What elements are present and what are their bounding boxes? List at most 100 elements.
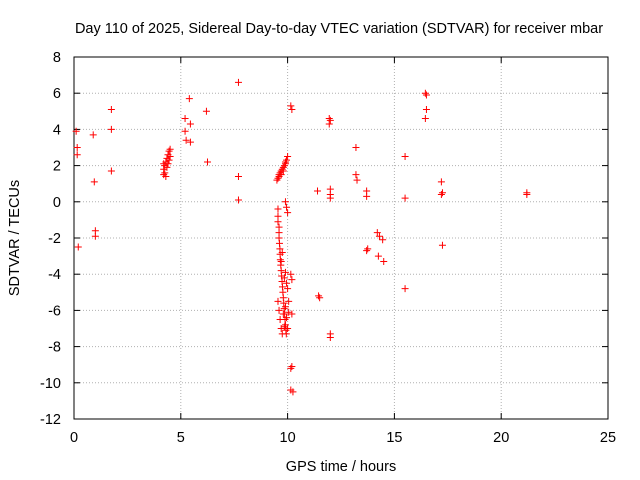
data-point <box>380 258 388 266</box>
data-point <box>277 171 285 179</box>
data-point <box>181 127 189 135</box>
data-point <box>107 105 115 113</box>
data-point <box>73 151 81 159</box>
axis-ticks <box>73 56 609 420</box>
data-point <box>373 229 381 237</box>
grid <box>74 57 608 419</box>
data-point <box>281 160 289 168</box>
data-point <box>352 144 360 151</box>
data-point <box>374 252 382 260</box>
y-tick-label: -8 <box>48 340 61 356</box>
data-point <box>287 270 295 278</box>
data-point <box>438 241 446 249</box>
data-point <box>281 268 289 276</box>
y-tick-label: -4 <box>48 267 61 283</box>
data-point <box>285 308 293 316</box>
data-point <box>274 174 282 182</box>
data-point <box>287 102 295 110</box>
data-point <box>326 194 334 202</box>
y-tick-label: -12 <box>40 412 61 428</box>
data-point <box>107 167 115 175</box>
data-point <box>281 303 289 311</box>
data-point <box>288 310 296 318</box>
y-tick-label: 8 <box>53 50 61 66</box>
data-point <box>163 163 171 171</box>
data-point <box>186 120 194 128</box>
data-point <box>277 325 285 332</box>
data-point <box>165 156 173 164</box>
data-point <box>284 285 292 293</box>
data-point <box>202 107 210 115</box>
data-point <box>326 116 334 124</box>
data-point <box>73 144 81 151</box>
data-point <box>326 334 334 342</box>
data-point <box>288 363 296 371</box>
y-tick-label: -6 <box>48 303 61 319</box>
data-point <box>316 294 324 302</box>
data-point <box>204 158 211 166</box>
data-point <box>438 189 446 197</box>
data-point <box>181 115 189 123</box>
data-point <box>401 153 409 161</box>
data-point <box>314 187 322 195</box>
data-point <box>107 125 115 133</box>
data-point <box>364 245 372 253</box>
data-point <box>164 160 172 168</box>
data-point <box>283 279 291 287</box>
data-point <box>288 105 296 113</box>
data-point <box>284 209 292 217</box>
data-point <box>278 330 286 338</box>
data-point <box>234 78 242 86</box>
data-point <box>234 196 242 204</box>
y-tick-label: -2 <box>48 231 61 247</box>
data-point <box>274 297 282 305</box>
data-point <box>278 165 286 173</box>
data-point <box>375 232 383 240</box>
data-point <box>283 314 291 322</box>
data-point <box>166 145 174 153</box>
data-point <box>186 138 194 146</box>
data-point <box>277 258 285 266</box>
data-point <box>234 172 242 180</box>
data-point <box>523 191 531 199</box>
data-point <box>352 171 360 179</box>
chart-title: Day 110 of 2025, Sidereal Day-to-day VTE… <box>75 21 603 37</box>
data-point <box>161 169 169 177</box>
data-point <box>278 248 286 256</box>
data-point <box>422 105 430 113</box>
y-tick-label: 6 <box>53 86 61 102</box>
data-point <box>422 91 430 99</box>
data-point <box>287 364 295 372</box>
y-tick-label: 2 <box>53 159 61 175</box>
data-point <box>421 115 429 123</box>
data-point <box>91 232 99 240</box>
data-point <box>279 167 287 175</box>
x-tick-label: 10 <box>280 430 296 446</box>
data-point <box>363 192 371 200</box>
data-point <box>284 325 292 332</box>
y-tick-label: 4 <box>53 122 61 138</box>
data-point <box>284 153 292 161</box>
data-point <box>315 292 323 300</box>
x-tick-label: 15 <box>386 430 402 446</box>
x-tick-label: 0 <box>70 430 78 446</box>
x-axis-label: GPS time / hours <box>286 459 396 475</box>
y-axis-label: SDTVAR / TECUs <box>7 180 23 296</box>
data-point <box>283 156 291 164</box>
data-point <box>185 95 193 103</box>
data-point <box>279 310 287 318</box>
data-point <box>437 178 445 186</box>
data-point <box>281 198 289 206</box>
data-point <box>182 136 190 144</box>
data-points <box>72 78 531 396</box>
data-point <box>72 127 80 135</box>
data-point <box>289 388 297 396</box>
y-tick-labels: -12 -10 -8 -6 -4 -2 0 2 4 6 8 <box>40 50 61 428</box>
data-point <box>89 131 97 139</box>
x-tick-label: 20 <box>493 430 509 446</box>
data-point <box>283 203 291 211</box>
data-point <box>165 147 173 155</box>
data-point <box>401 285 409 293</box>
data-point <box>363 247 371 255</box>
y-tick-label: -10 <box>40 376 61 392</box>
